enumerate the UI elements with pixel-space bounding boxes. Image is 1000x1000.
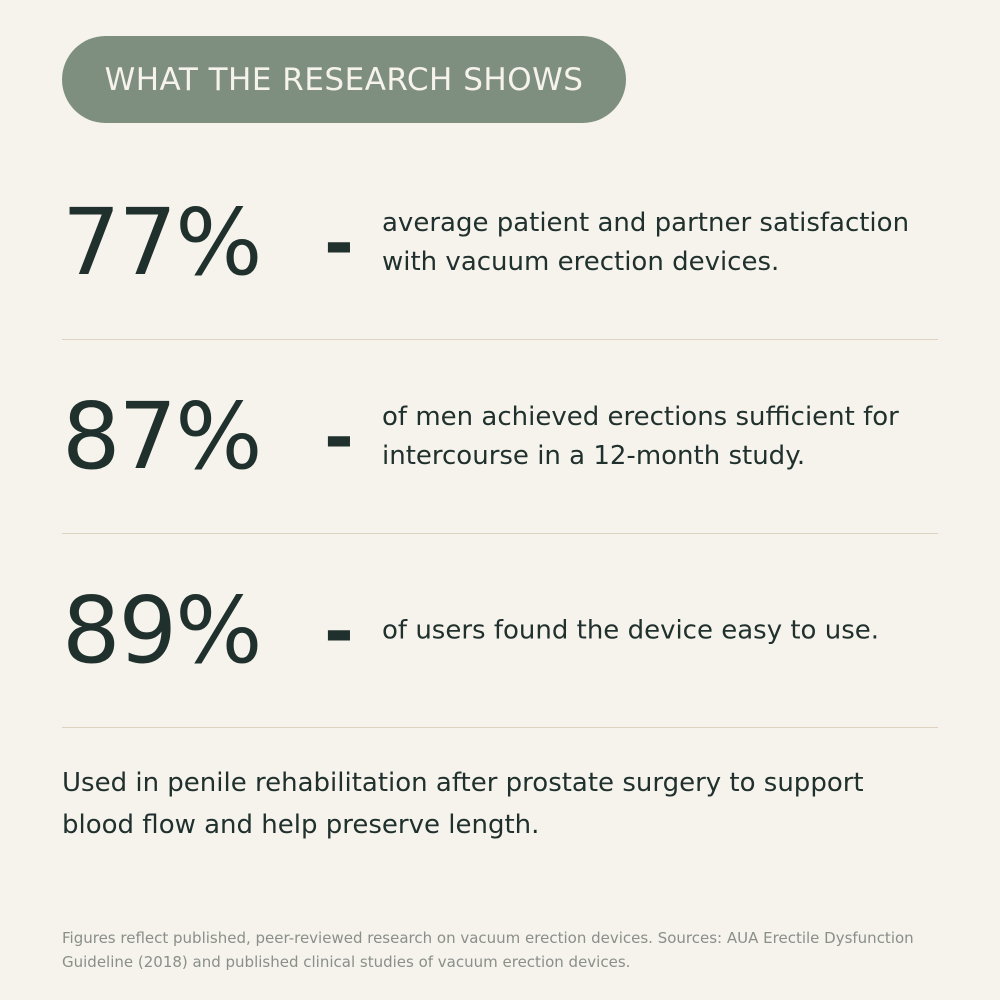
stat-value: 77% — [62, 189, 262, 296]
stat-value: 89% — [62, 577, 262, 684]
stat-separator: - — [324, 201, 354, 285]
stat-description: average patient and partner satisfaction… — [382, 208, 910, 277]
stat-description: of users found the device easy to use. — [382, 615, 880, 646]
stat-separator: - — [324, 589, 354, 673]
divider — [62, 339, 938, 340]
stat-item-2: 87% - of men achieved erections sufficie… — [62, 340, 938, 534]
stat-value: 87% — [62, 383, 262, 490]
stat-item-1: 77% - average patient and partner satisf… — [62, 146, 938, 340]
footnote-sources: Figures reflect published, peer-reviewed… — [62, 929, 914, 971]
stat-description: of men achieved erections sufficient for… — [382, 402, 899, 471]
header-badge: WHAT THE RESEARCH SHOWS — [62, 36, 626, 123]
stat-item-3: 89% - of users found the device easy to … — [62, 534, 938, 728]
header-label: WHAT THE RESEARCH SHOWS — [104, 61, 584, 98]
summary-text: Used in penile rehabilitation after pros… — [62, 768, 864, 840]
stat-separator: - — [324, 395, 354, 479]
divider — [62, 533, 938, 534]
divider — [62, 727, 938, 728]
